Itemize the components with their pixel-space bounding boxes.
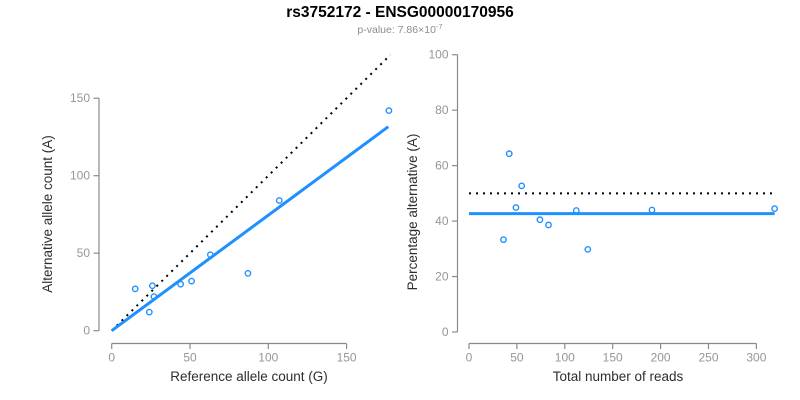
data-point — [500, 236, 507, 244]
y-tick-label: 100 — [428, 48, 448, 62]
y-tick-label: 150 — [70, 91, 90, 105]
x-tick-label: 300 — [746, 351, 766, 365]
p-value-subtitle: p-value: 7.86×10-7 — [0, 22, 800, 36]
page-title: rs3752172 - ENSG00000170956 — [286, 4, 514, 21]
data-point — [145, 308, 153, 316]
x-tick-label: 150 — [603, 351, 623, 365]
data-point — [188, 277, 195, 285]
data-point — [244, 269, 252, 277]
y-axis-title: Percentage alternative (A) — [405, 134, 420, 291]
x-axis-title: Total number of reads — [553, 369, 684, 384]
y-tick-label: 20 — [435, 270, 449, 284]
y-tick-label: 100 — [70, 169, 90, 183]
regression-line-blue — [110, 125, 390, 332]
y-tick-label: 60 — [435, 159, 449, 173]
data-point — [648, 206, 656, 214]
panel-allele-counts-scatter: 0 50 100 150 0 50 100 150 Reference allele count… — [40, 54, 393, 384]
x-tick-label: 50 — [183, 351, 197, 365]
y-tick-label: 40 — [435, 214, 449, 228]
x-tick-label: 0 — [466, 351, 473, 365]
data-point — [177, 280, 185, 288]
data-point — [206, 251, 214, 259]
data-point — [518, 182, 526, 190]
x-axis-title: Reference allele count (G) — [170, 369, 328, 384]
y-tick-label: 50 — [77, 246, 91, 260]
data-point — [545, 221, 552, 229]
y-tick-label: 0 — [442, 325, 449, 339]
data-point — [149, 282, 156, 290]
y-axis-title: Alternative allele count (A) — [40, 135, 55, 293]
data-point — [536, 216, 544, 224]
data-point — [505, 150, 513, 158]
x-tick-label: 0 — [108, 351, 115, 365]
x-tick-label: 250 — [698, 351, 718, 365]
data-point — [150, 293, 158, 300]
x-tick-label: 150 — [337, 351, 357, 365]
panel-percentage-vs-reads-scatter: 0 20 40 60 80 100 0 50 100 150 200 250 300 Total numb… — [405, 48, 779, 384]
y-tick-label: 0 — [83, 324, 90, 338]
p-value-exponent: -7 — [435, 22, 443, 31]
data-point — [584, 245, 592, 253]
identity-line-dotted — [110, 54, 392, 332]
data-point — [131, 285, 139, 293]
p-value-text: p-value: 7.86×10 — [357, 24, 436, 36]
x-tick-label: 200 — [651, 351, 671, 365]
data-point — [512, 204, 520, 211]
x-tick-label: 50 — [510, 351, 524, 365]
data-point — [385, 107, 393, 115]
data-point — [572, 207, 580, 214]
y-tick-label: 80 — [435, 103, 449, 117]
x-tick-label: 100 — [555, 351, 575, 365]
data-point — [275, 197, 283, 204]
x-tick-label: 100 — [258, 351, 278, 365]
data-point — [771, 205, 779, 213]
